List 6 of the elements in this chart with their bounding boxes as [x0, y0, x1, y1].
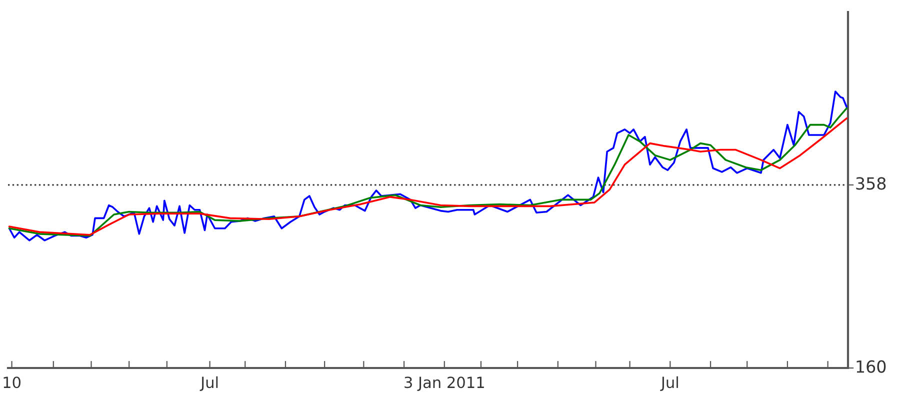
y-tick-label: 160	[856, 360, 886, 373]
y-tick-label: 358	[856, 177, 886, 190]
x-tick-label: Jul	[660, 376, 678, 391]
x-tick-label: 10	[4, 376, 20, 388]
x-tick-label: 3 Jan 2011	[404, 376, 484, 391]
x-tick-label: Jul	[200, 376, 218, 391]
